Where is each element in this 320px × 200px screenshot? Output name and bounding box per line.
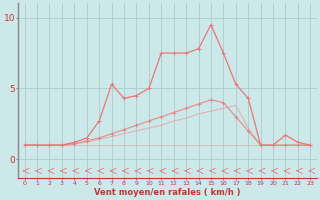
X-axis label: Vent moyen/en rafales ( km/h ): Vent moyen/en rafales ( km/h ) <box>94 188 241 197</box>
